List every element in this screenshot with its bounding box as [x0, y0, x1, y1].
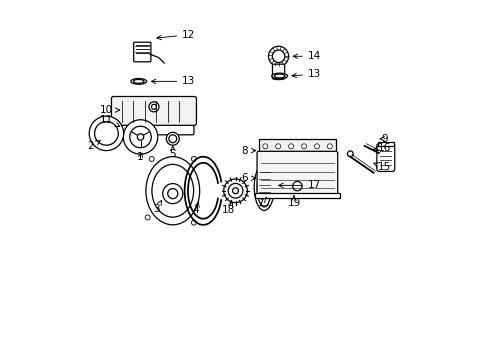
- Circle shape: [275, 144, 280, 149]
- Circle shape: [299, 184, 302, 187]
- FancyBboxPatch shape: [272, 64, 284, 79]
- Circle shape: [149, 102, 159, 112]
- Circle shape: [314, 144, 319, 149]
- Circle shape: [262, 144, 267, 149]
- FancyBboxPatch shape: [376, 144, 394, 171]
- Circle shape: [268, 46, 288, 66]
- Circle shape: [166, 132, 179, 145]
- Circle shape: [168, 135, 176, 143]
- Circle shape: [223, 179, 247, 203]
- Text: 3: 3: [153, 201, 161, 214]
- Circle shape: [272, 50, 284, 63]
- Text: 15: 15: [373, 162, 390, 172]
- Text: 12: 12: [157, 30, 195, 40]
- Circle shape: [167, 189, 178, 199]
- Circle shape: [151, 104, 156, 109]
- Text: 16: 16: [373, 143, 390, 153]
- Text: 13: 13: [291, 69, 321, 79]
- Text: 14: 14: [292, 51, 321, 61]
- Circle shape: [149, 156, 154, 161]
- Bar: [255, 193, 339, 198]
- Circle shape: [284, 186, 286, 189]
- Circle shape: [346, 151, 352, 157]
- Circle shape: [123, 120, 158, 154]
- Ellipse shape: [152, 165, 193, 217]
- FancyBboxPatch shape: [114, 122, 194, 135]
- Text: 2: 2: [87, 141, 100, 151]
- Circle shape: [145, 215, 150, 220]
- Ellipse shape: [254, 164, 274, 211]
- Circle shape: [297, 179, 300, 182]
- Ellipse shape: [272, 76, 284, 80]
- Bar: [258, 139, 335, 153]
- Ellipse shape: [257, 167, 271, 207]
- Circle shape: [292, 181, 302, 191]
- Text: 8: 8: [241, 145, 255, 156]
- Ellipse shape: [145, 157, 199, 225]
- Circle shape: [284, 181, 286, 184]
- Circle shape: [137, 134, 143, 140]
- Ellipse shape: [271, 73, 287, 79]
- Circle shape: [163, 184, 183, 204]
- Circle shape: [232, 188, 238, 194]
- Text: 18: 18: [221, 202, 235, 216]
- Text: 9: 9: [379, 134, 387, 144]
- Circle shape: [287, 177, 290, 180]
- FancyBboxPatch shape: [133, 42, 151, 62]
- Circle shape: [301, 144, 306, 149]
- Ellipse shape: [131, 78, 146, 84]
- Circle shape: [191, 220, 196, 225]
- Circle shape: [129, 126, 151, 148]
- Ellipse shape: [274, 74, 285, 78]
- Circle shape: [94, 122, 118, 145]
- Circle shape: [326, 144, 332, 149]
- Text: 6: 6: [241, 173, 255, 183]
- Text: 5: 5: [169, 146, 176, 159]
- Text: 13: 13: [151, 76, 195, 86]
- Text: 17: 17: [278, 180, 321, 190]
- Text: 1: 1: [137, 152, 143, 162]
- Circle shape: [288, 144, 293, 149]
- Circle shape: [292, 176, 295, 179]
- Circle shape: [286, 180, 298, 191]
- Circle shape: [282, 175, 303, 195]
- FancyBboxPatch shape: [111, 96, 196, 125]
- Circle shape: [287, 191, 290, 194]
- FancyBboxPatch shape: [257, 151, 337, 196]
- Text: 19: 19: [287, 195, 300, 208]
- Text: 10: 10: [100, 105, 120, 115]
- Circle shape: [89, 116, 123, 150]
- Ellipse shape: [133, 80, 144, 83]
- Circle shape: [297, 189, 300, 192]
- Circle shape: [292, 192, 295, 195]
- Circle shape: [228, 184, 243, 198]
- Text: 4: 4: [192, 202, 199, 216]
- Bar: [377, 142, 393, 146]
- Text: 11: 11: [100, 115, 120, 127]
- Circle shape: [191, 156, 196, 161]
- Circle shape: [290, 183, 295, 188]
- Text: 7: 7: [257, 197, 266, 208]
